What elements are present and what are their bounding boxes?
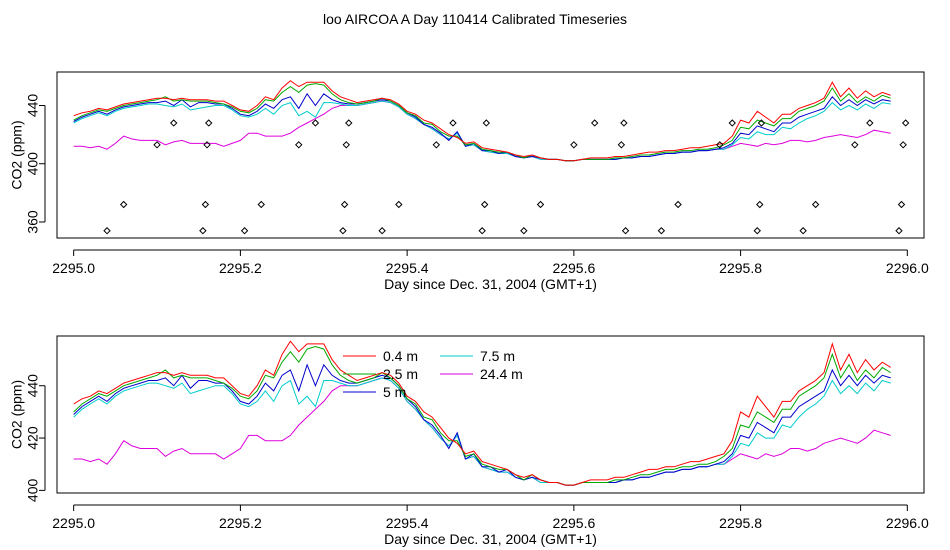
diamond-marker — [901, 119, 910, 127]
legend-label: 2.5 m — [383, 366, 418, 382]
legend: 0.4 m 2.5 m 5 m 7.5 m 24.4 m — [343, 348, 523, 400]
diamond-marker — [811, 200, 820, 209]
diamond-marker — [478, 227, 486, 235]
diamond-marker — [170, 119, 178, 127]
diamond-marker — [205, 119, 213, 127]
diamond-marker — [199, 227, 207, 235]
x-tick-label: 2296.0 — [886, 260, 929, 276]
x-tick-label: 2295.4 — [386, 260, 429, 276]
diamond-marker — [716, 141, 724, 149]
series-group — [73, 80, 891, 162]
x-tick-label: 2295.2 — [219, 260, 262, 276]
series-line-0-4-m — [73, 340, 891, 486]
x-tick-label: 2296.0 — [886, 515, 929, 531]
diamond-marker — [480, 200, 489, 209]
plot-frame — [56, 71, 925, 239]
top-panel: 2295.0 2295.2 2295.4 2295.6 2295.8 2296.0 Day … — [9, 71, 929, 292]
series-line-1 — [73, 83, 891, 162]
legend-label: 24.4 m — [480, 366, 523, 382]
x-axis-label: Day since Dec. 31, 2004 (GMT+1) — [384, 531, 597, 547]
diamond-marker — [482, 119, 491, 127]
series-line-0 — [73, 80, 891, 162]
marker-group — [103, 119, 910, 235]
diamond-marker — [621, 227, 630, 235]
diamond-marker — [240, 227, 249, 235]
series-group — [73, 340, 891, 486]
diamond-marker — [203, 141, 211, 149]
diamond-marker — [119, 200, 128, 209]
figure-title: loo AIRCOA A Day 110414 Calibrated Times… — [323, 11, 627, 27]
series-line-24-4-m — [73, 377, 891, 486]
diamond-marker — [257, 200, 265, 209]
diamond-marker — [153, 141, 161, 149]
legend-label: 0.4 m — [383, 348, 418, 364]
x-tick-label: 2295.8 — [719, 515, 762, 531]
bottom-panel: 2295.0 2295.2 2295.4 2295.6 2295.8 2296.0 Day … — [9, 335, 929, 547]
x-tick-label: 2295.2 — [219, 515, 262, 531]
diamond-marker — [449, 119, 457, 127]
y-tick-label: 360 — [25, 210, 41, 234]
y-tick-label: 420 — [25, 426, 41, 450]
legend-label: 5 m — [383, 384, 406, 400]
x-tick-label: 2295.6 — [552, 515, 595, 531]
diamond-marker — [674, 200, 682, 209]
series-line-5-m — [73, 363, 891, 486]
diamond-marker — [432, 141, 441, 149]
series-line-3 — [73, 100, 891, 162]
diamond-marker — [339, 227, 347, 235]
diamond-marker — [103, 227, 111, 235]
diamond-marker — [378, 227, 386, 235]
y-tick-label: 400 — [25, 152, 41, 176]
diamond-marker — [617, 141, 626, 149]
y-axis-label: CO2 (ppm) — [9, 380, 25, 449]
diamond-marker — [395, 200, 403, 209]
diamond-marker — [895, 227, 903, 235]
series-line-2-5-m — [73, 345, 891, 486]
legend-label: 7.5 m — [480, 348, 515, 364]
y-tick-label: 440 — [25, 374, 41, 398]
diamond-marker — [866, 119, 874, 127]
diamond-marker — [201, 200, 210, 209]
x-tick-label: 2295.8 — [719, 260, 762, 276]
series-line-4 — [73, 100, 891, 162]
x-tick-label: 2295.0 — [52, 515, 95, 531]
x-tick-label: 2295.4 — [386, 515, 429, 531]
plot-frame — [56, 335, 925, 494]
diamond-marker — [657, 227, 666, 235]
diamond-marker — [570, 141, 578, 149]
series-line-7-5-m — [73, 377, 891, 486]
y-axis-label: CO2 (ppm) — [9, 120, 25, 189]
diamond-marker — [851, 141, 859, 149]
diamond-marker — [756, 200, 764, 209]
diamond-marker — [342, 141, 350, 149]
diamond-marker — [590, 119, 599, 127]
x-tick-label: 2295.0 — [52, 260, 95, 276]
diamond-marker — [728, 119, 736, 127]
diamond-marker — [757, 119, 766, 127]
y-tick-label: 440 — [25, 94, 41, 118]
series-line-2 — [73, 92, 891, 162]
diamond-marker — [295, 141, 303, 149]
diamond-marker — [520, 227, 528, 235]
diamond-marker — [536, 200, 545, 209]
diamond-marker — [345, 119, 353, 127]
diamond-marker — [340, 200, 349, 209]
diamond-marker — [620, 119, 628, 127]
x-tick-label: 2295.6 — [552, 260, 595, 276]
diamond-marker — [799, 227, 807, 235]
diamond-marker — [753, 227, 761, 235]
diamond-marker — [899, 141, 907, 149]
y-tick-label: 400 — [25, 478, 41, 502]
x-axis-label: Day since Dec. 31, 2004 (GMT+1) — [384, 276, 597, 292]
diamond-marker — [897, 200, 906, 209]
diamond-marker — [311, 119, 320, 127]
